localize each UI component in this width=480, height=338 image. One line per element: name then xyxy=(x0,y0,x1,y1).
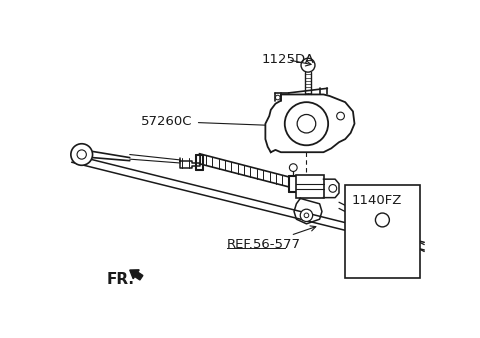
Text: FR.: FR. xyxy=(107,272,134,287)
Circle shape xyxy=(71,144,93,165)
Circle shape xyxy=(329,185,336,192)
Circle shape xyxy=(301,58,315,72)
Bar xyxy=(345,185,420,278)
FancyArrow shape xyxy=(130,270,143,280)
Text: 1125DA: 1125DA xyxy=(262,53,314,66)
Circle shape xyxy=(304,213,309,218)
Circle shape xyxy=(285,102,328,145)
Bar xyxy=(296,174,324,198)
Circle shape xyxy=(375,213,389,227)
Text: 1140FZ: 1140FZ xyxy=(351,194,402,207)
Circle shape xyxy=(289,164,297,171)
Text: REF.56-577: REF.56-577 xyxy=(227,226,316,251)
Circle shape xyxy=(77,150,86,159)
Circle shape xyxy=(297,115,316,133)
Circle shape xyxy=(276,95,280,100)
Text: 57260C: 57260C xyxy=(142,115,265,128)
Circle shape xyxy=(336,112,345,120)
Circle shape xyxy=(300,209,312,221)
